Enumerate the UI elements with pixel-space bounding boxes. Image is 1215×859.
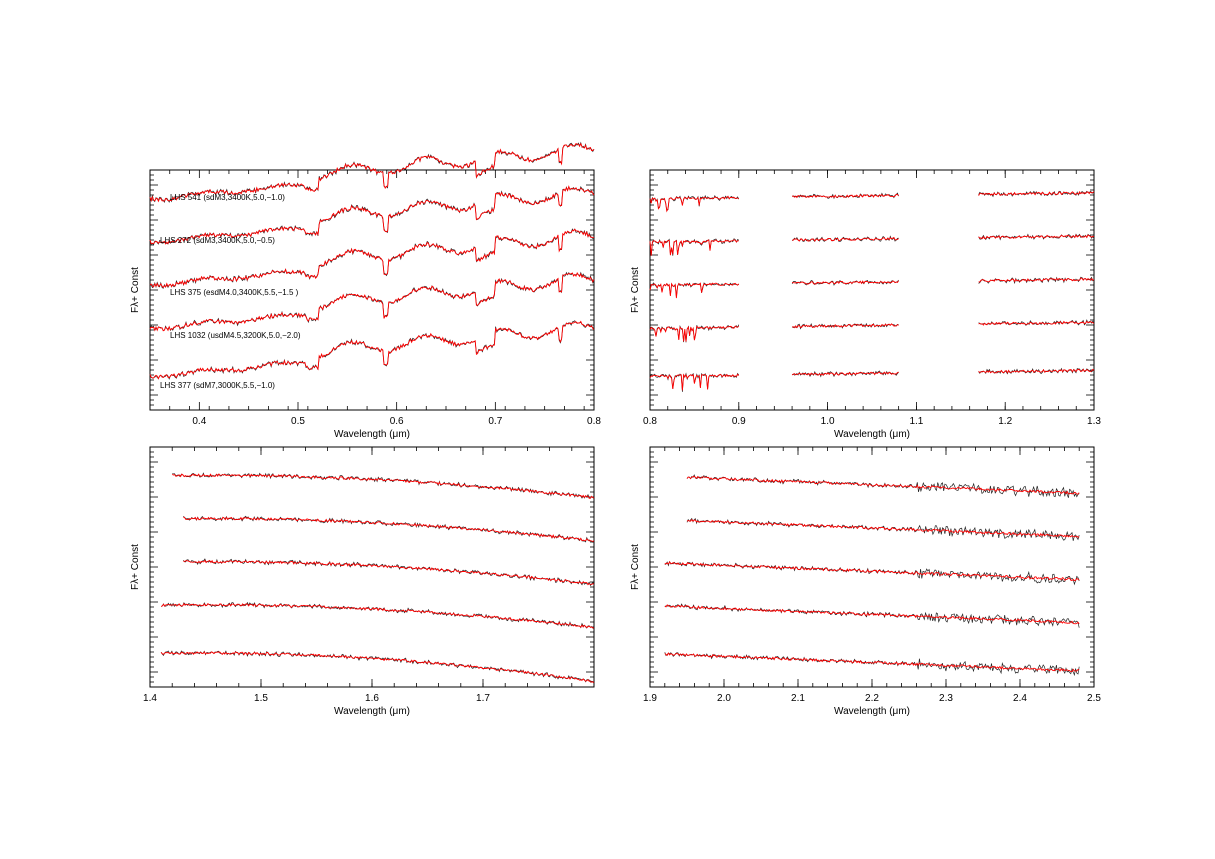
x-tick-label: 2.4 [1013,693,1027,704]
model-spectrum-line [649,325,740,342]
x-axis-title: Wavelength (μm) [834,706,910,717]
panel-far-red: 0.8 0.9 1.0 1.1 1.2 1.3 Wavelength (μm) Fλ+ Con… [630,169,1101,440]
star-label: LHS 541 (sdM3,3400K,5.0,−1.0) [170,193,285,202]
observed-spectrum-line [664,652,1080,677]
x-axis-title: Wavelength (μm) [334,429,410,440]
observed-spectrum-line [791,235,899,242]
panel-h-band: 1.4 1.5 1.6 1.7 Wavelength (μm) Fλ+ Const [130,446,595,717]
x-tick-label: 0.5 [291,416,305,427]
star-label: LHS 375 (esdM4.0,3400K,5.5,−1.5 ) [170,288,299,297]
x-tick-label: 2.2 [865,693,879,704]
model-spectrum-line [978,234,1095,240]
x-tick-label: 1.5 [254,693,268,704]
x-tick-label: 0.8 [587,416,601,427]
model-spectrum-line [791,371,899,377]
model-spectrum-line [978,368,1095,374]
model-spectrum-line [183,559,595,586]
x-tick-label: 1.3 [1087,416,1101,427]
plot-frame [649,169,1095,411]
model-spectrum-line [171,473,595,499]
x-tick-label: 2.1 [791,693,805,704]
model-spectrum-line [649,373,740,391]
model-spectrum-line [978,191,1095,196]
observed-spectrum-line [160,650,595,685]
plot-frame [149,446,595,688]
x-tick-label: 0.8 [643,416,657,427]
x-tick-label: 1.9 [643,693,657,704]
x-tick-label: 2.3 [939,693,953,704]
model-spectrum-line [791,193,899,199]
model-spectrum-line [664,561,1080,581]
x-tick-label: 0.7 [488,416,502,427]
observed-spectrum-line [978,367,1094,375]
model-spectrum-line [978,277,1095,283]
model-spectrum-line [686,475,1080,495]
x-tick-label: 2.0 [717,693,731,704]
model-spectrum-line [160,651,595,683]
observed-spectrum-line [183,515,595,543]
x-tick-label: 1.6 [365,693,379,704]
observed-spectrum-line [664,603,1080,628]
model-spectrum-line [149,272,595,332]
y-axis-title: Fλ+ Const [630,544,641,590]
model-spectrum-line [649,195,739,213]
model-spectrum-line [149,142,595,203]
model-spectrum-line [792,280,899,285]
x-tick-label: 0.4 [192,416,206,427]
panel-k-band: 1.9 2.0 2.1 2.2 2.3 2.4 2.5 Wavelength (μm) Fλ+ … [630,446,1101,717]
x-tick-label: 0.9 [732,416,746,427]
panel-optical: 0.4 0.5 0.6 0.7 0.8 Wavelength (μm) Fλ+ Const L… [130,141,601,440]
model-spectrum-line [649,282,740,299]
model-spectrum-line [649,239,739,256]
x-tick-label: 1.1 [909,416,923,427]
y-axis-title: Fλ+ Const [130,267,141,313]
star-label: LHS 272 (sdM3,3400K,5.0,−0.5) [160,236,275,245]
model-spectrum-line [149,320,595,380]
x-tick-label: 2.5 [1087,693,1101,704]
observed-spectrum-line [172,472,595,499]
x-tick-label: 0.6 [390,416,404,427]
model-spectrum-line [686,518,1080,538]
plot-frame [649,446,1095,688]
x-axis-title: Wavelength (μm) [334,706,410,717]
x-tick-label: 1.7 [476,693,490,704]
model-spectrum-line [149,228,595,289]
x-tick-label: 1.2 [998,416,1012,427]
model-spectrum-line [978,320,1095,326]
y-axis-title: Fλ+ Const [630,267,641,313]
model-spectrum-line [664,652,1080,673]
y-axis-title: Fλ+ Const [130,544,141,590]
x-tick-label: 1.4 [143,693,157,704]
x-axis-title: Wavelength (μm) [834,429,910,440]
x-tick-label: 1.0 [821,416,835,427]
observed-spectrum-line [791,370,899,378]
model-spectrum-line [792,323,899,329]
star-label: LHS 1032 (usdM4.5,3200K,5.0,−2.0) [170,331,301,340]
star-label: LHS 377 (sdM7,3000K,5.5,−1.0) [160,381,275,390]
model-spectrum-line [160,602,594,629]
model-spectrum-line [664,604,1080,625]
observed-spectrum-line [664,560,1080,586]
model-spectrum-line [792,236,899,242]
model-spectrum-line [183,516,595,542]
observed-spectrum-line [183,558,595,587]
model-spectrum-line [149,185,595,245]
observed-spectrum-line [160,601,595,630]
